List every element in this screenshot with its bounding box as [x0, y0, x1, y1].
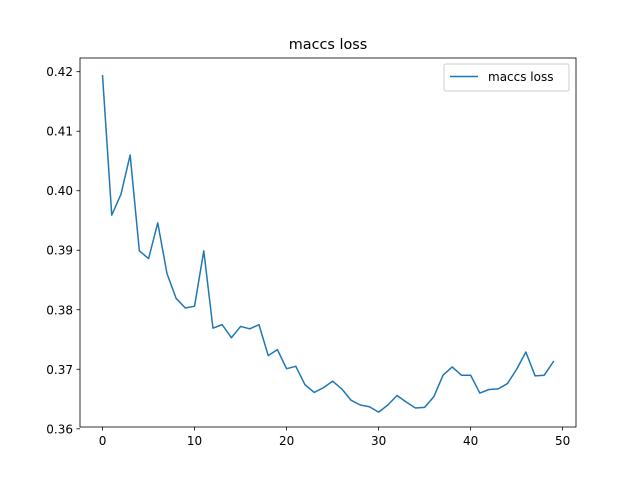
y-tick-label: 0.36 [46, 422, 73, 436]
legend-label-maccs-loss: maccs loss [488, 70, 553, 84]
y-tick-label: 0.42 [46, 65, 73, 79]
x-tick-label: 20 [279, 434, 294, 448]
y-tick-label: 0.40 [46, 184, 73, 198]
y-tick-label: 0.37 [46, 363, 73, 377]
series-line-maccs-loss [101, 75, 555, 413]
y-tick-label: 0.39 [46, 244, 73, 258]
x-tick-label: 10 [187, 434, 202, 448]
legend: maccs loss [443, 63, 570, 92]
legend-box [443, 63, 570, 92]
x-tick-label: 30 [371, 434, 386, 448]
plot-area [101, 75, 555, 413]
x-tick-label: 0 [99, 434, 107, 448]
chart-title: maccs loss [289, 37, 368, 53]
axes: 0 10 20 30 40 50 0.36 0.37 0.38 0.39 0.40 0.41 0.42 [46, 57, 577, 448]
y-tick-label: 0.41 [46, 125, 73, 139]
y-tick-label: 0.38 [46, 303, 73, 317]
x-tick-label: 40 [463, 434, 478, 448]
axes-frame [79, 57, 577, 428]
x-tick-label: 50 [555, 434, 570, 448]
